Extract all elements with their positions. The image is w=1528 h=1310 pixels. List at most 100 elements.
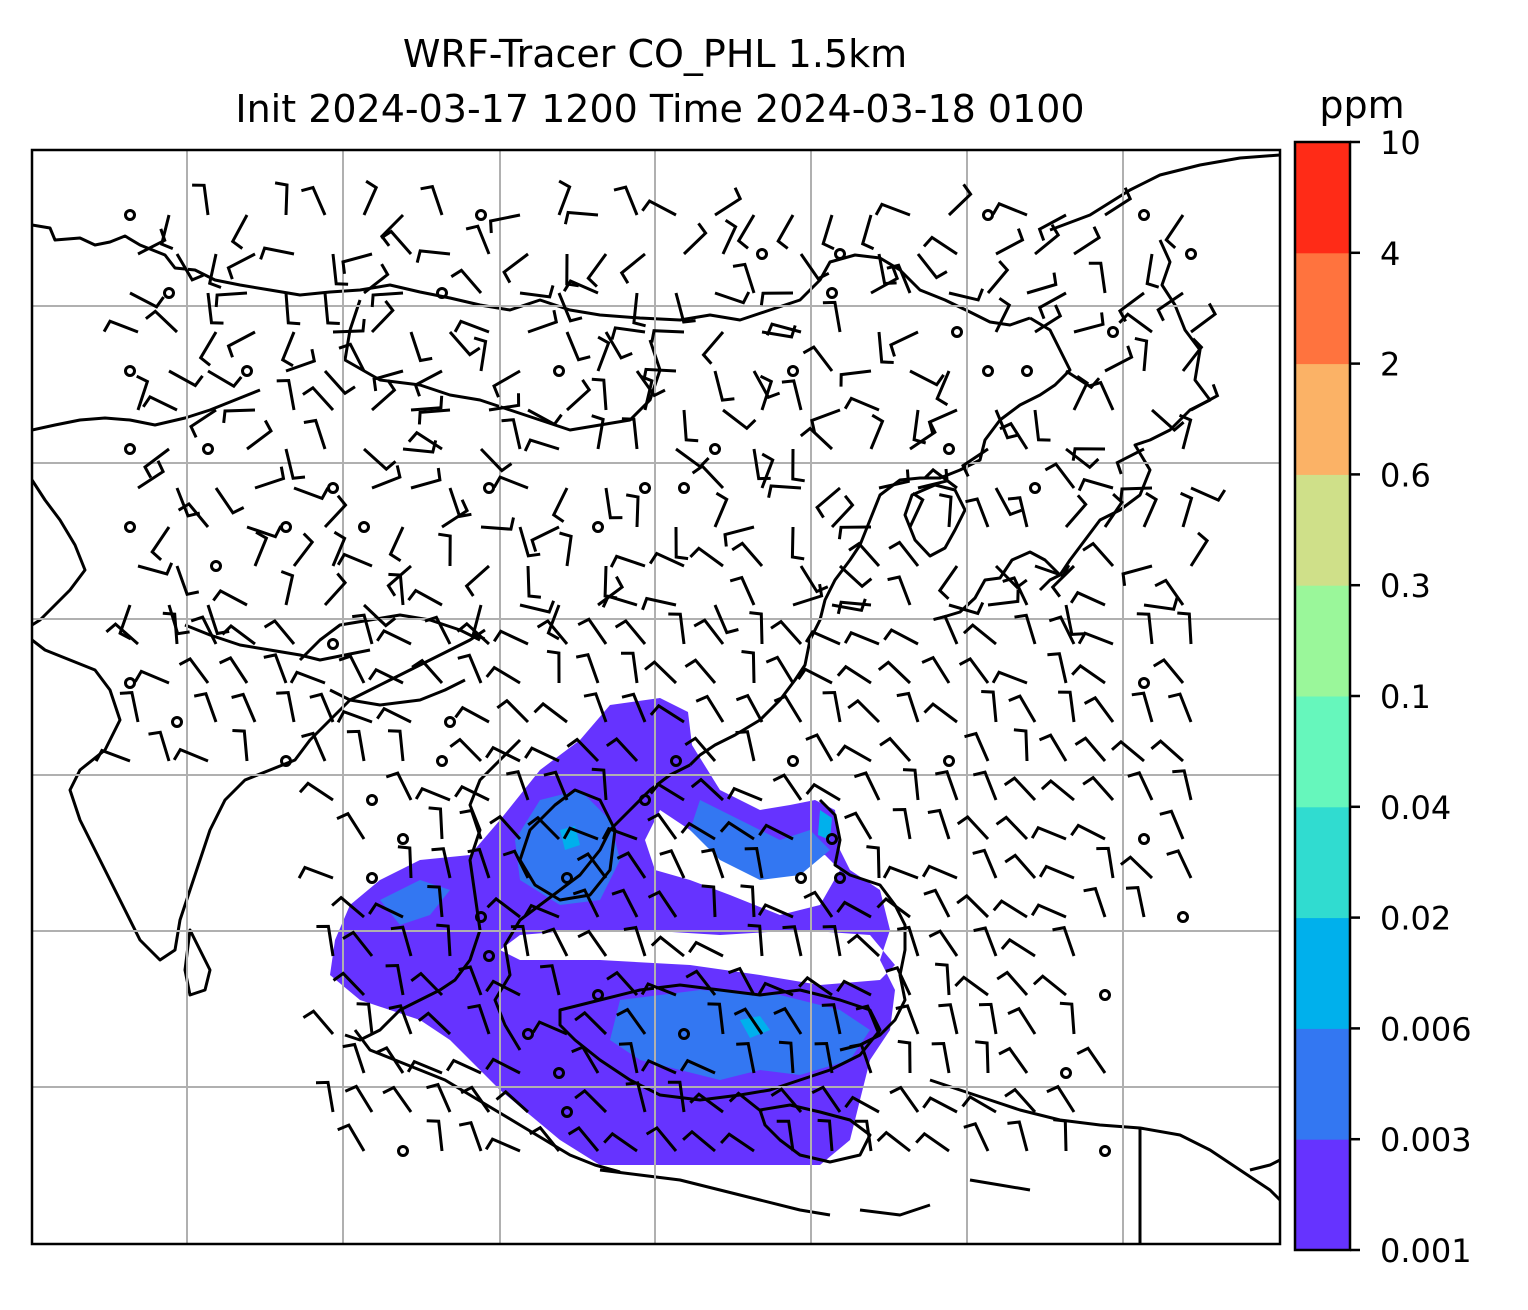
wind-barb [426, 1082, 452, 1113]
wind-barb [376, 628, 412, 646]
wind-barb [876, 897, 911, 919]
wind-barb [747, 923, 764, 957]
wind-barb [450, 268, 483, 294]
wind-barb [162, 611, 179, 645]
wind-barb [1004, 1087, 1037, 1113]
wind-barb [684, 736, 717, 762]
wind-barb [1121, 564, 1153, 586]
wind-barb [781, 379, 803, 411]
wind-barb [821, 1003, 842, 1035]
wind-barb [137, 562, 174, 576]
wind-barb [417, 1011, 452, 1036]
wind-barb [799, 253, 830, 281]
wind-barb [790, 526, 805, 561]
wind-barb [727, 966, 756, 996]
title-line-2: Init 2024-03-17 1200 Time 2024-03-18 010… [235, 87, 1084, 131]
wind-barb [280, 331, 296, 368]
wind-barb [276, 691, 296, 723]
wind-barb [895, 1004, 920, 1035]
wind-barb [137, 228, 167, 256]
wind-barb [889, 1085, 920, 1113]
wind-barb [198, 331, 218, 367]
wind-barb [1167, 692, 1193, 723]
wind-barb [315, 1080, 335, 1113]
wind-barb [695, 694, 725, 723]
calm-wind-marker [561, 1106, 573, 1118]
colorbar-block [1295, 585, 1350, 697]
colorbar-tick-label: 0.1 [1380, 678, 1431, 716]
wind-barb [882, 865, 919, 880]
wind-barb [921, 864, 958, 880]
wind-barb [701, 884, 717, 918]
wind-barb [1118, 312, 1153, 334]
wind-barb [956, 893, 990, 919]
colorbar-tick-label: 2 [1380, 346, 1400, 384]
wind-barb [701, 331, 725, 365]
wind-barb [591, 414, 605, 450]
wind-barb [1007, 1120, 1029, 1152]
wind-barb [1088, 380, 1115, 411]
wind-barb [1037, 213, 1067, 242]
wind-barb [721, 218, 738, 255]
wind-barb [583, 692, 608, 723]
wind-barb [1143, 597, 1179, 611]
wind-barb [810, 408, 841, 433]
wind-barb [922, 1096, 958, 1114]
calm-wind-marker [210, 560, 222, 572]
wind-barb [410, 467, 442, 490]
wind-barb [492, 629, 529, 646]
calm-wind-marker [327, 482, 339, 494]
map-panel[interactable] [32, 150, 1280, 1244]
wind-barb [274, 181, 289, 216]
wind-barb [641, 596, 677, 611]
wind-barb [987, 589, 1020, 607]
wind-barb [336, 552, 373, 568]
wind-barb [1038, 733, 1068, 762]
wind-barb [465, 224, 491, 255]
calm-wind-marker [639, 794, 651, 806]
wind-barb [562, 279, 599, 295]
wind-barb [427, 885, 444, 918]
wind-barb [772, 773, 803, 801]
wind-barb [757, 981, 794, 997]
wind-barb [601, 826, 638, 841]
wind-barb [407, 588, 443, 607]
wind-barb [502, 849, 530, 879]
wind-barb [489, 213, 521, 234]
wind-barb [136, 374, 150, 411]
wind-barb [362, 179, 379, 216]
wind-barb [1166, 849, 1193, 879]
wind-barb [1034, 304, 1063, 334]
wind-barb [879, 736, 912, 762]
wind-barb [733, 1007, 764, 1035]
wind-barb [870, 266, 900, 295]
wind-barb [192, 183, 210, 216]
wind-barb [352, 613, 374, 645]
wind-barb [1136, 612, 1154, 645]
wind-barb [485, 665, 521, 685]
calm-wind-marker [982, 209, 994, 221]
wind-barb [1071, 663, 1106, 685]
wind-barb [221, 624, 256, 646]
wind-barb [978, 1002, 998, 1035]
wind-barb [1077, 477, 1114, 492]
wind-barb [148, 730, 171, 762]
wind-barb [133, 669, 170, 685]
wind-barb [892, 807, 912, 840]
wind-barb [1059, 1001, 1076, 1035]
wind-barb [596, 335, 611, 372]
wind-barb [1172, 769, 1193, 801]
wind-barb [263, 653, 288, 684]
wind-barb [341, 252, 373, 274]
wind-barb [886, 263, 912, 294]
wind-barb [1119, 486, 1153, 502]
wind-barb [177, 501, 210, 528]
wind-barb [226, 252, 256, 280]
wind-barb [973, 926, 998, 957]
wind-barb [1083, 886, 1107, 918]
calm-wind-marker [124, 209, 136, 221]
wind-barb [667, 1080, 686, 1113]
wind-barb [744, 846, 764, 879]
wind-barb [604, 487, 623, 520]
wind-barb [839, 369, 872, 387]
